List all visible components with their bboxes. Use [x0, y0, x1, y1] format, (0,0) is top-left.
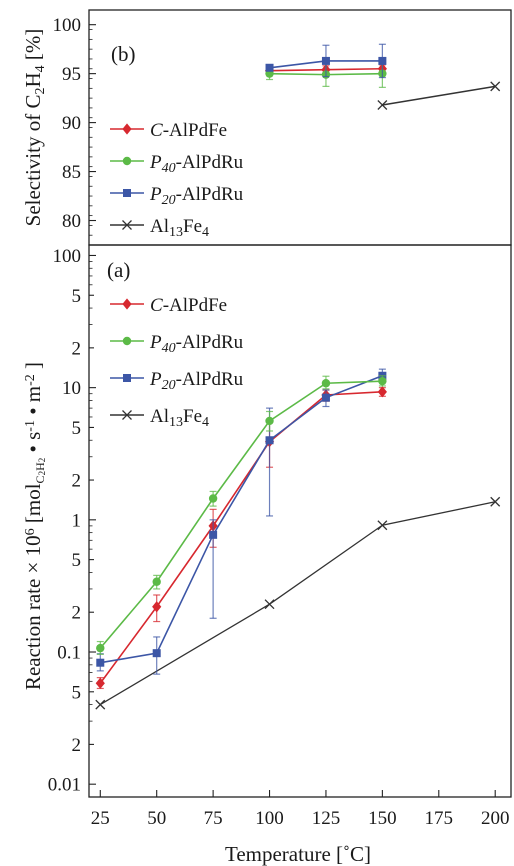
panel-b-legend-label: C-AlPdFe — [150, 120, 227, 141]
panel-a-xtick-label: 150 — [368, 808, 397, 829]
panel-b-legend-entry: Al13Fe4 — [110, 216, 209, 240]
panel-a-frame — [88, 244, 512, 798]
panel-a-point — [96, 658, 105, 667]
panel-b-label: (b) — [111, 42, 136, 66]
panel-a-point — [377, 520, 388, 531]
panel-a-series-line — [99, 501, 496, 706]
panel-b-legend-entry: P40-AlPdRu — [110, 152, 244, 176]
panel-a-point — [265, 416, 274, 426]
panel-b-point — [490, 81, 501, 92]
panel-a-point — [378, 376, 387, 386]
panel-a-ytick-label: 0.01 — [48, 775, 81, 796]
panel-a-legend-label: P40-AlPdRu — [149, 332, 244, 356]
panel-a-ytick-label: 10 — [62, 378, 81, 399]
panel-b-legend-marker — [122, 220, 132, 230]
panel-a-ytick-label: 2 — [72, 603, 82, 624]
panel-b-series-3 — [377, 81, 501, 110]
panel-a-xtick-label: 200 — [481, 808, 510, 829]
panel-a-legend-marker — [122, 298, 132, 310]
panel-b-ytick-label: 90 — [62, 113, 81, 134]
panel-a-legend-label: C-AlPdFe — [150, 295, 227, 316]
panel-a-legend-entry: P40-AlPdRu — [110, 332, 244, 356]
panel-a-series-1 — [96, 375, 387, 655]
panel-a-point — [152, 649, 161, 658]
panel-a-legend-marker — [123, 374, 131, 382]
panel-a-legend-entry: Al13Fe4 — [110, 406, 209, 430]
panel-b-legend-label: Al13Fe4 — [150, 216, 209, 240]
panel-a-point — [209, 530, 218, 539]
panel-b-ytick-label: 80 — [62, 211, 81, 232]
panel-b-ytick-label: 85 — [62, 162, 81, 183]
panel-b-legend-marker — [123, 189, 131, 197]
panel-a-ytick-label: 100 — [53, 246, 82, 267]
panel-a-xtick-label: 50 — [147, 808, 166, 829]
panel-b-legend-label: P20-AlPdRu — [149, 184, 244, 208]
panel-a-ytick-label: 2 — [72, 471, 82, 492]
panel-b-legend-marker — [122, 123, 132, 135]
panel-a-ytick-label: 1 — [72, 510, 82, 531]
panel-a-point — [321, 379, 331, 388]
panel-a-legend-marker — [122, 410, 132, 420]
panel-b-series-2 — [265, 43, 387, 79]
panel-a-ytick-label: 5 — [72, 550, 82, 571]
panel-b-legend-label: P40-AlPdRu — [149, 152, 244, 176]
panel-a-legend-label: P20-AlPdRu — [149, 369, 244, 393]
panel-a-legend-marker — [122, 336, 132, 346]
panel-b-point — [265, 63, 274, 72]
panel-a: 25 50 75 100 125 150 175 2000.01250.12512510251… — [21, 244, 512, 866]
panel-a-ytick-label: 2 — [72, 735, 82, 756]
panel-b-ylabel: Selectivity of C2H4 [%] — [21, 29, 48, 227]
panel-b-legend-entry: C-AlPdFe — [110, 120, 227, 141]
panel-a-ytick-label: 5 — [72, 418, 82, 439]
panel-a-series-line — [100, 375, 383, 664]
panel-a-legend-entry: C-AlPdFe — [110, 295, 227, 316]
panel-a-ylabel: Reaction rate × 106 [molC2H2 • s-1 • m-2… — [21, 362, 47, 690]
panel-a-ytick-label: 2 — [72, 338, 82, 359]
panel-a-xtick-label: 25 — [91, 808, 110, 829]
panel-a-point — [95, 699, 106, 710]
panel-a-ytick-label: 5 — [72, 286, 82, 307]
panel-a-series-3 — [95, 496, 501, 710]
panel-a-series-line — [99, 380, 383, 649]
panel-a-series-line — [99, 391, 383, 684]
panel-a-xtick-label: 125 — [312, 808, 341, 829]
panel-a-legend-entry: P20-AlPdRu — [110, 369, 244, 393]
panel-a-xtick-label: 100 — [255, 808, 284, 829]
panel-a-xtick-label: 75 — [204, 808, 223, 829]
panel-a-point — [321, 393, 330, 402]
panel-a-point — [152, 601, 162, 613]
panel-a-point — [490, 496, 501, 507]
panel-b-series-line — [382, 85, 496, 106]
panel-a-legend-label: Al13Fe4 — [150, 406, 209, 430]
panel-b-point — [377, 100, 388, 110]
panel-a-point — [264, 599, 275, 610]
panel-b-legend-marker — [122, 156, 132, 166]
panel-a-ytick-label: 0.1 — [57, 643, 81, 664]
panel-a-point — [377, 386, 387, 398]
panel-b-ytick-label: 100 — [53, 15, 82, 36]
panel-a-label: (a) — [107, 258, 130, 282]
panel-b-ytick-label: 95 — [62, 64, 81, 85]
panel-a-point — [208, 494, 218, 503]
panel-a-point — [152, 577, 161, 586]
panel-a-ytick-label: 5 — [72, 682, 82, 703]
panel-a-series-0 — [95, 386, 387, 690]
panel-a-point — [265, 436, 274, 445]
panel-b-legend-entry: P20-AlPdRu — [110, 184, 244, 208]
panel-a-point — [96, 643, 105, 653]
panel-a-point — [95, 677, 105, 689]
panel-a-xtick-label: 175 — [425, 808, 454, 829]
panel-b-point — [378, 56, 387, 65]
panel-a-xlabel: Temperature [˚C] — [225, 842, 371, 866]
panel-b-point — [321, 56, 330, 65]
